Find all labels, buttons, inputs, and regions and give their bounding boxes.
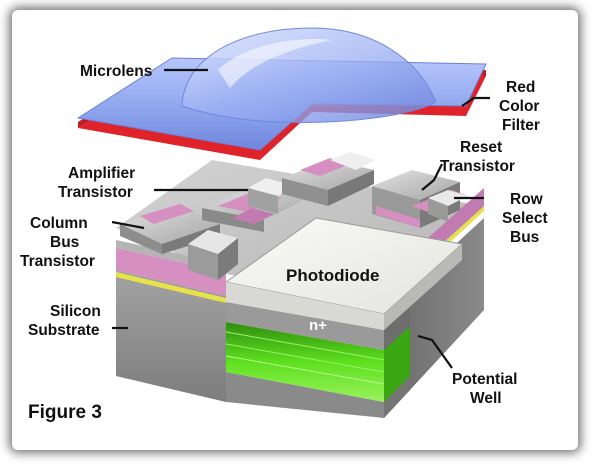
label-column-bus-transistor-1: Column: [30, 215, 88, 232]
label-reset-transistor-1: Reset: [460, 139, 502, 156]
label-row-select-bus-2: Select: [502, 210, 548, 227]
cmos-pixel-diagram: Microlens Red Color Filter Reset Transis…: [20, 27, 548, 423]
label-microlens: Microlens: [80, 63, 152, 80]
microlens: [76, 27, 487, 151]
label-potential-well-1: Potential: [452, 371, 517, 388]
figure-caption: Figure 3: [28, 402, 102, 423]
label-silicon-substrate-1: Silicon: [50, 303, 101, 320]
label-red-color-filter-2: Color: [499, 98, 539, 115]
label-row-select-bus-1: Row: [510, 191, 544, 208]
pink-layer-front: [116, 248, 226, 296]
label-potential-well-2: Well: [470, 390, 502, 407]
label-column-bus-transistor-2: Bus: [50, 234, 79, 251]
label-column-bus-transistor-3: Transistor: [20, 253, 95, 270]
labels: Microlens Red Color Filter Reset Transis…: [20, 63, 548, 423]
transistor-chips: [120, 152, 468, 280]
label-amplifier-transistor-2: Transistor: [58, 184, 133, 201]
leader-lines: [111, 68, 490, 369]
photodiode-plate: [224, 217, 464, 330]
label-row-select-bus-3: Bus: [510, 229, 539, 246]
figure-panel: Microlens Red Color Filter Reset Transis…: [12, 10, 578, 450]
label-red-color-filter-1: Red: [506, 79, 535, 96]
n-plus-layer: [226, 302, 410, 350]
column-bus-transistor-chip: [120, 204, 220, 254]
row-select-chip: [372, 170, 468, 228]
potential-well: [225, 322, 410, 402]
amplifier-gate-left: [188, 230, 238, 280]
label-reset-transistor-2: Transistor: [440, 158, 515, 175]
label-red-color-filter-3: Filter: [502, 117, 540, 134]
label-n-plus: n+: [309, 317, 327, 334]
label-amplifier-transistor-1: Amplifier: [68, 165, 135, 182]
reset-transistor-chip: [282, 152, 376, 206]
bus-strip-left: [116, 272, 226, 303]
label-silicon-substrate-2: Substrate: [28, 322, 100, 339]
label-photodiode: Photodiode: [286, 266, 379, 285]
